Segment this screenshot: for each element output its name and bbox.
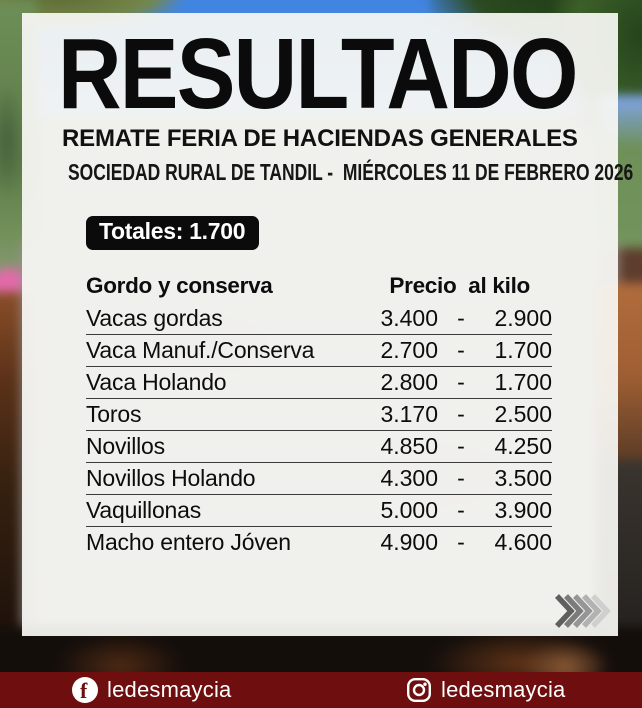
table-row: Novillos 4.850 - 4.250 xyxy=(86,431,552,463)
results-card: RESULTADO REMATE FERIA DE HACIENDAS GENE… xyxy=(22,13,634,636)
row-category: Macho entero Jóven xyxy=(86,529,291,555)
row-price-max: 4.300 xyxy=(380,465,438,491)
table-row: Vaca Holando 2.800 - 1.700 xyxy=(86,367,552,399)
row-price-separator: - xyxy=(457,497,465,523)
row-category: Vaca Manuf./Conserva xyxy=(86,337,315,363)
page-title: RESULTADO xyxy=(58,18,578,130)
instagram-handle-text: ledesmaycia xyxy=(441,677,566,702)
price-table: Gordo y conserva Precio al kilo Vacas go… xyxy=(86,273,552,559)
row-price-max: 4.850 xyxy=(380,433,438,459)
row-price-min: 4.250 xyxy=(494,433,552,459)
row-category: Vaca Holando xyxy=(86,369,227,395)
row-price-separator: - xyxy=(457,401,465,427)
facebook-handle-text: ledesmaycia xyxy=(107,677,232,702)
category-header: Gordo y conserva xyxy=(86,273,273,298)
row-price-separator: - xyxy=(457,465,465,491)
row-price-min: 1.700 xyxy=(494,369,552,395)
row-price-min: 2.500 xyxy=(494,401,552,427)
row-price-max: 3.400 xyxy=(380,305,438,331)
table-row: Toros 3.170 - 2.500 xyxy=(86,399,552,431)
facebook-handle[interactable]: f ledesmaycia xyxy=(72,672,231,708)
row-price-separator: - xyxy=(457,433,465,459)
row-category: Novillos xyxy=(86,433,165,459)
row-category: Vacas gordas xyxy=(86,305,223,331)
row-price-max: 2.800 xyxy=(380,369,438,395)
totals-badge: Totales: 1.700 xyxy=(86,216,260,250)
row-category: Vaquillonas xyxy=(86,497,202,523)
row-price-separator: - xyxy=(457,369,465,395)
row-price-min: 2.900 xyxy=(494,305,552,331)
price-header: Precio al kilo xyxy=(389,273,530,298)
table-row: Macho entero Jóven 4.900 - 4.600 xyxy=(86,527,552,559)
venue-dateline: SOCIEDAD RURAL DE TANDIL - MIÉRCOLES 11 … xyxy=(68,159,634,185)
table-row: Novillos Holando 4.300 - 3.500 xyxy=(86,463,552,495)
row-price-min: 3.900 xyxy=(494,497,552,523)
row-price-separator: - xyxy=(457,337,465,363)
event-subtitle: REMATE FERIA DE HACIENDAS GENERALES xyxy=(62,125,578,152)
row-price-max: 2.700 xyxy=(380,337,438,363)
row-price-max: 4.900 xyxy=(380,529,438,555)
row-price-min: 4.600 xyxy=(494,529,552,555)
chevrons-next-icon[interactable] xyxy=(554,593,612,629)
row-price-max: 5.000 xyxy=(380,497,438,523)
row-price-min: 3.500 xyxy=(494,465,552,491)
row-price-min: 1.700 xyxy=(494,337,552,363)
trees-left-shadow xyxy=(0,80,24,200)
row-category: Toros xyxy=(86,401,142,427)
table-row: Vacas gordas 3.400 - 2.900 xyxy=(86,303,552,335)
instagram-handle[interactable]: ledesmaycia xyxy=(406,672,565,708)
row-category: Novillos Holando xyxy=(86,465,256,491)
facebook-icon: f xyxy=(72,677,98,703)
footer-bar: f ledesmaycia ledesmaycia xyxy=(0,672,642,708)
table-row: Vaca Manuf./Conserva 2.700 - 1.700 xyxy=(86,335,552,367)
table-row: Vaquillonas 5.000 - 3.900 xyxy=(86,495,552,527)
row-price-max: 3.170 xyxy=(380,401,438,427)
instagram-icon xyxy=(407,678,432,703)
row-price-separator: - xyxy=(457,305,465,331)
row-price-separator: - xyxy=(457,529,465,555)
table-header: Gordo y conserva Precio al kilo xyxy=(86,273,552,303)
